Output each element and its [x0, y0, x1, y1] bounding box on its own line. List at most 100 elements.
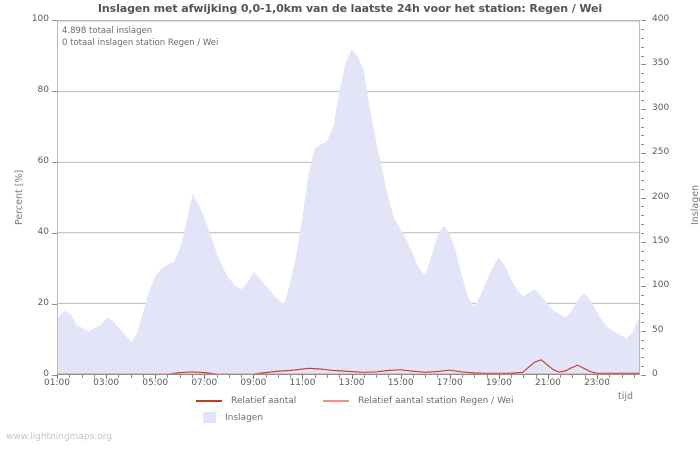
y-axis-right-tick-mark	[641, 82, 644, 84]
x-axis-tick-mark	[511, 375, 513, 378]
legend-item-relatief-aantal[interactable]: Relatief aantal	[196, 396, 296, 406]
chart-title: Inslagen met afwijking 0,0-1,0km van de …	[97, 2, 603, 15]
y-axis-right-tick-mark	[641, 28, 644, 30]
x-axis-tick-mark	[327, 375, 329, 378]
legend-item-relatief-aantal-station[interactable]: Relatief aantal station Regen / Wei	[323, 396, 513, 406]
y-axis-right-tick-mark	[641, 321, 644, 323]
y-axis-right-tick-mark	[641, 135, 644, 137]
legend-area-swatch-icon	[203, 412, 216, 423]
x-axis-tick-label: 17:00	[436, 378, 463, 388]
x-axis-tick-mark	[560, 375, 562, 378]
y-axis-right-tick-mark	[641, 73, 644, 75]
y-axis-left-tick-label: 20	[37, 298, 49, 308]
y-axis-right-tick-mark	[641, 375, 646, 376]
annotation-station-strikes: 0 totaal inslagen station Regen / Wei	[62, 38, 219, 48]
x-axis-tick-mark	[106, 375, 108, 379]
y-axis-left-tick-label: 80	[37, 85, 49, 95]
x-axis-tick-mark	[118, 375, 120, 378]
y-axis-right-tick-mark	[641, 224, 644, 226]
y-axis-right-tick-label: 200	[652, 191, 670, 202]
x-axis-tick-mark	[302, 375, 304, 379]
y-axis-right-tick-label: 350	[652, 58, 670, 69]
legend-line-swatch-icon	[196, 400, 222, 402]
x-axis-tick-mark	[400, 375, 402, 379]
x-axis-tick-label: 15:00	[387, 378, 414, 388]
y-axis-right-tick-mark	[641, 197, 646, 199]
x-axis-tick-mark	[351, 375, 353, 379]
y-axis-right-tick-label: 50	[652, 324, 664, 335]
x-axis-tick-label: 23:00	[584, 378, 610, 388]
x-axis-tick-label: 03:00	[93, 378, 120, 388]
x-axis-tick-mark	[142, 375, 144, 378]
legend-label: Inslagen	[225, 412, 264, 423]
y-axis-right-tick-mark	[641, 339, 644, 341]
x-axis-tick-mark	[69, 375, 71, 378]
y-axis-right-tick-mark	[641, 215, 644, 217]
x-axis-tick-mark	[412, 375, 414, 378]
x-axis-tick-label: 21:00	[534, 378, 561, 388]
y-axis-left-tick-label: 40	[37, 227, 49, 237]
y-axis-right-tick-mark	[641, 170, 644, 172]
y-axis-right-tick-mark	[641, 117, 644, 119]
x-axis-tick-label: 01:00	[44, 378, 70, 388]
y-axis-right-tick-mark	[641, 20, 646, 21]
x-axis-tick-mark	[130, 375, 132, 378]
x-axis-tick-mark	[597, 375, 599, 379]
x-axis-tick-mark	[609, 375, 611, 378]
y-axis-right-tick-mark	[641, 64, 646, 66]
y-axis-right-tick-mark	[641, 37, 644, 39]
x-axis-tick-mark	[376, 375, 378, 378]
plot-area: 4.898 totaal inslagen 0 totaal inslagen …	[57, 20, 640, 375]
y-axis-left-tick-label: 0	[43, 369, 49, 379]
x-axis-tick-mark	[314, 375, 316, 378]
x-axis-tick-mark	[57, 375, 58, 379]
x-axis-tick-mark	[93, 375, 95, 378]
x-axis-tick-mark	[523, 375, 525, 378]
x-axis-tick-mark	[449, 375, 451, 379]
y-axis-right-tick-mark	[641, 126, 644, 128]
x-axis-tick-mark	[81, 375, 83, 378]
y-axis-right-tick-mark	[641, 348, 644, 350]
y-axis-right-tick-mark	[641, 144, 644, 146]
annotation-total-strikes: 4.898 totaal inslagen	[62, 26, 153, 36]
y-axis-right-title: Inslagen	[690, 184, 700, 225]
y-axis-right-tick-mark	[641, 330, 646, 332]
x-axis-tick-mark	[253, 375, 255, 379]
y-axis-left-tick-label: 100	[31, 14, 49, 24]
y-axis-right-tick-mark	[641, 55, 644, 57]
y-axis-right-tick-mark	[641, 108, 646, 110]
x-axis-tick-mark	[363, 375, 365, 378]
x-axis-title: tijd	[618, 391, 634, 402]
x-axis-tick-mark	[228, 375, 230, 378]
x-axis-tick-mark	[241, 375, 243, 378]
x-axis-tick-label: 09:00	[240, 378, 267, 388]
y-axis-right-tick-mark	[641, 188, 644, 190]
y-axis-right-tick-label: 250	[652, 147, 670, 158]
x-axis-tick-mark	[437, 375, 439, 378]
x-axis-tick-label: 07:00	[191, 378, 218, 388]
y-axis-right-tick-mark	[641, 99, 644, 101]
x-axis-tick-mark	[216, 375, 218, 378]
x-axis-tick-mark	[584, 375, 586, 378]
legend-line-swatch-icon	[323, 400, 349, 402]
x-axis-tick-mark	[265, 375, 267, 378]
x-axis-tick-mark	[339, 375, 341, 378]
y-axis-left-tick-mark	[52, 375, 57, 376]
watermark: www.lightningmaps.org	[6, 432, 112, 442]
legend-item-inslagen[interactable]: Inslagen	[196, 412, 263, 423]
y-axis-left-title: Percent [%]	[14, 169, 25, 225]
y-axis-right-tick-label: 0	[652, 369, 658, 379]
legend-label: Relatief aantal station Regen / Wei	[358, 396, 514, 406]
x-axis-tick-mark	[486, 375, 488, 378]
y-axis-right-tick-mark	[641, 312, 644, 314]
y-axis-right-tick-mark	[641, 162, 644, 163]
y-axis-right-tick-mark	[641, 46, 644, 48]
x-axis-tick-mark	[425, 375, 427, 378]
x-axis-tick-mark	[621, 375, 623, 378]
x-axis-tick-mark	[388, 375, 390, 378]
y-axis-right-tick-label: 300	[652, 102, 670, 113]
y-axis-right-tick-mark	[641, 233, 644, 234]
x-axis-tick-mark	[547, 375, 549, 379]
x-axis-tick-mark	[474, 375, 476, 378]
